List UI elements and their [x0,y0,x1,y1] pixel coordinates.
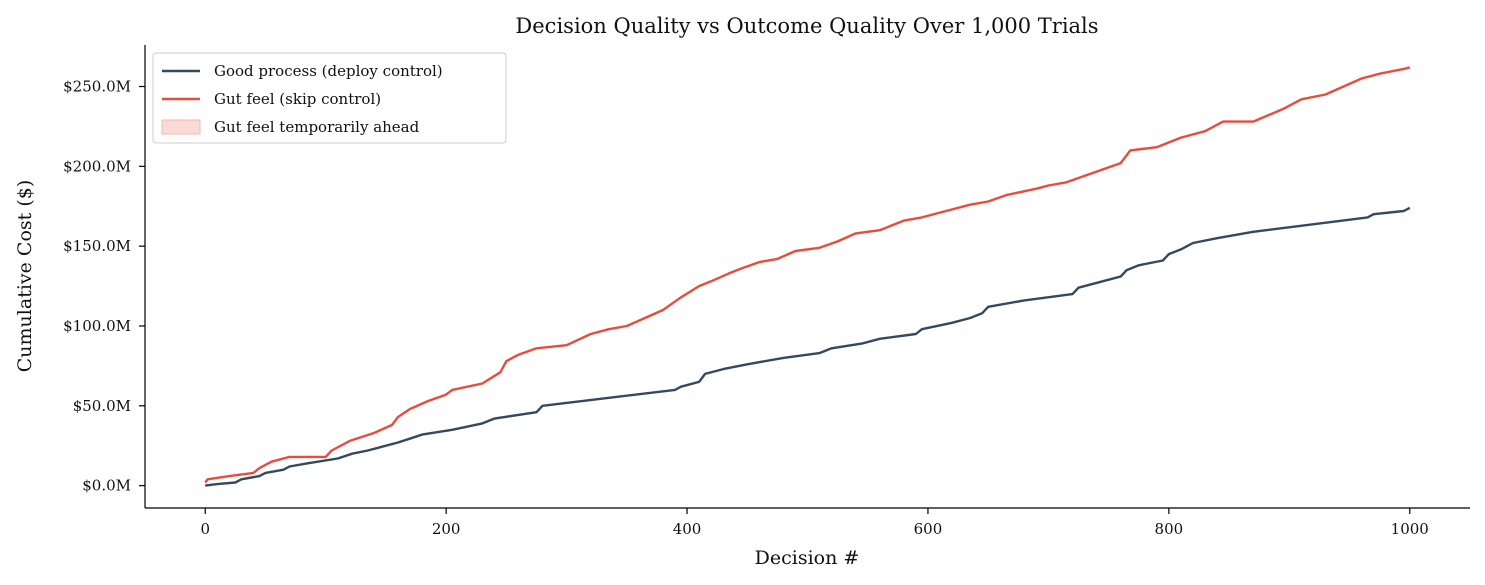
y-tick-label: $100.0M [63,317,131,335]
legend: Good process (deploy control) Gut feel (s… [152,52,507,144]
series-line-good-process [205,206,1411,487]
ticks-layer: 0 200 400 600 800 1000 $0.0M $50.0M $100.0M $150.… [63,78,1429,538]
x-tick-label: 0 [200,520,210,538]
legend-entry-label: Good process (deploy control) [214,62,443,80]
legend-swatch-patch [161,119,201,135]
x-axis-title: Decision # [755,547,860,569]
y-tick-label: $250.0M [63,78,131,96]
y-tick-label: $150.0M [63,237,131,255]
x-tick-label: 600 [914,520,943,538]
axes-layer [144,45,1470,509]
legend-entry-label: Gut feel temporarily ahead [214,118,420,136]
x-tick-label: 200 [432,520,461,538]
x-tick-label: 400 [673,520,702,538]
series-layer [204,66,1411,487]
y-tick-label: $0.0M [82,477,131,495]
legend-entry-label: Gut feel (skip control) [214,90,381,108]
series-line-gut-feel [204,66,1411,484]
x-tick-label: 1000 [1391,520,1429,538]
y-tick-label: $50.0M [73,397,131,415]
x-tick-label: 800 [1155,520,1184,538]
legend-entries: Good process (deploy control) Gut feel (s… [161,62,443,136]
y-axis-title: Cumulative Cost ($) [14,180,36,372]
legend-frame [152,52,507,144]
y-tick-label: $200.0M [63,157,131,175]
chart-title: Decision Quality vs Outcome Quality Over… [515,14,1098,38]
